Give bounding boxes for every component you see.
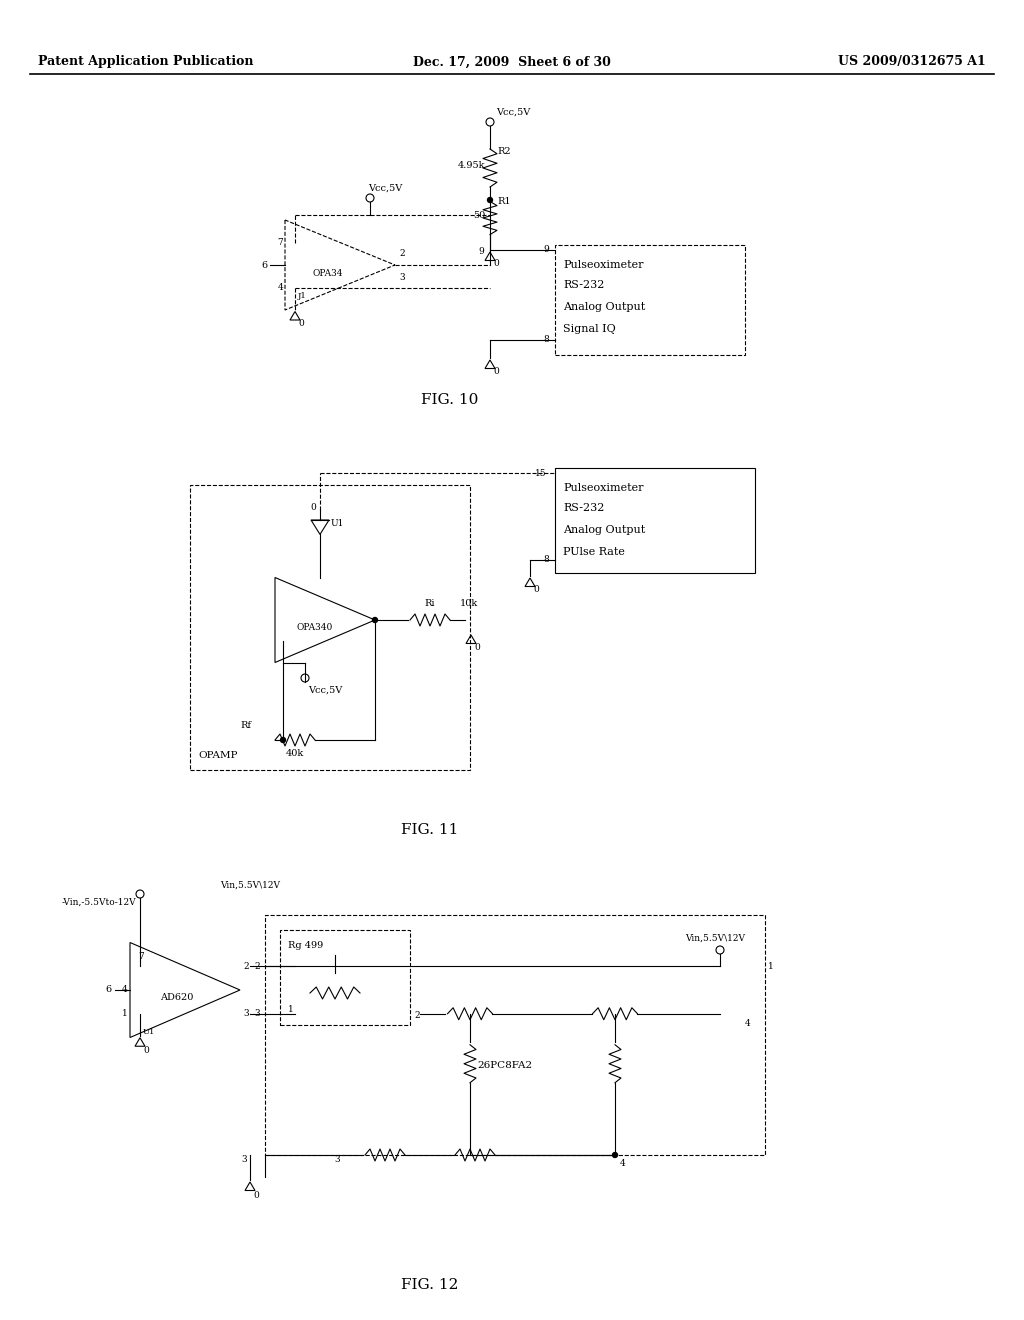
Text: Vcc,5V: Vcc,5V	[308, 685, 342, 694]
Text: OPAMP: OPAMP	[198, 751, 238, 760]
Text: AD620: AD620	[161, 994, 194, 1002]
Text: Patent Application Publication: Patent Application Publication	[38, 55, 254, 69]
Text: OPA340: OPA340	[297, 623, 333, 632]
Text: RS-232: RS-232	[563, 280, 604, 290]
Text: Rg 499: Rg 499	[288, 940, 324, 949]
Circle shape	[487, 198, 493, 202]
Text: Dec. 17, 2009  Sheet 6 of 30: Dec. 17, 2009 Sheet 6 of 30	[413, 55, 611, 69]
Bar	[555, 469, 755, 573]
Text: 0: 0	[298, 319, 304, 327]
Text: Signal IQ: Signal IQ	[563, 323, 615, 334]
Text: 3: 3	[399, 272, 404, 281]
Text: 0: 0	[143, 1047, 148, 1055]
Text: 8: 8	[544, 556, 549, 565]
Text: 1: 1	[122, 1010, 128, 1018]
Text: FIG. 12: FIG. 12	[401, 1278, 459, 1292]
Text: 4: 4	[122, 986, 128, 994]
Text: 4: 4	[278, 282, 283, 292]
Text: PUlse Rate: PUlse Rate	[563, 546, 625, 557]
Text: Vin,5.5V\12V: Vin,5.5V\12V	[220, 880, 280, 890]
Text: 1: 1	[768, 962, 774, 970]
Text: 2: 2	[243, 962, 249, 970]
Text: 6: 6	[105, 986, 112, 994]
Text: Analog Output: Analog Output	[563, 302, 645, 312]
Text: 3: 3	[254, 1010, 260, 1018]
Text: US 2009/0312675 A1: US 2009/0312675 A1	[839, 55, 986, 69]
Text: 9: 9	[544, 246, 549, 255]
Text: 2: 2	[415, 1011, 420, 1020]
Text: Analog Output: Analog Output	[563, 525, 645, 535]
Circle shape	[373, 618, 378, 623]
Text: -Vin,-5.5Vto-12V: -Vin,-5.5Vto-12V	[62, 898, 136, 907]
Text: 3: 3	[242, 1155, 247, 1164]
Text: 4: 4	[620, 1159, 626, 1167]
Text: Vin,5.5V\12V: Vin,5.5V\12V	[685, 933, 745, 942]
Text: U1: U1	[143, 1028, 156, 1036]
Text: 8: 8	[544, 335, 549, 345]
Circle shape	[281, 738, 286, 742]
Text: 4: 4	[745, 1019, 751, 1028]
Bar	[190, 484, 470, 770]
Text: 50: 50	[473, 211, 485, 220]
Text: J1: J1	[298, 292, 307, 300]
Text: Rf: Rf	[240, 722, 251, 730]
Text: Vcc,5V: Vcc,5V	[496, 107, 530, 116]
Text: OPA34: OPA34	[312, 268, 343, 277]
Text: 3: 3	[243, 1010, 249, 1018]
Text: U1: U1	[331, 520, 344, 528]
Text: 0: 0	[474, 643, 480, 652]
Text: 7: 7	[278, 238, 283, 247]
Text: 2: 2	[399, 248, 404, 257]
Text: FIG. 11: FIG. 11	[401, 822, 459, 837]
Text: 0: 0	[534, 586, 539, 594]
Text: 0: 0	[310, 503, 316, 511]
Text: Ri: Ri	[425, 599, 435, 609]
Text: 2: 2	[254, 962, 260, 970]
Text: 4.95k: 4.95k	[458, 161, 485, 169]
Text: R1: R1	[497, 198, 511, 206]
Bar	[265, 915, 765, 1155]
Text: 15: 15	[536, 470, 547, 479]
Text: Pulseoximeter: Pulseoximeter	[563, 260, 643, 271]
Text: FIG. 10: FIG. 10	[421, 393, 478, 407]
Text: 6: 6	[261, 260, 267, 269]
Text: 26PC8FA2: 26PC8FA2	[477, 1060, 532, 1069]
Text: 0: 0	[253, 1191, 259, 1200]
Text: RS-232: RS-232	[563, 503, 604, 513]
Text: 7: 7	[138, 952, 143, 961]
Circle shape	[612, 1152, 617, 1158]
Text: 40k: 40k	[286, 750, 304, 759]
Text: 1: 1	[288, 1006, 294, 1015]
Text: Vcc,5V: Vcc,5V	[368, 183, 402, 193]
Text: 9: 9	[478, 248, 484, 256]
Text: 10k: 10k	[460, 599, 478, 609]
Text: Pulseoximeter: Pulseoximeter	[563, 483, 643, 492]
Text: R2: R2	[497, 148, 511, 157]
Text: 0: 0	[493, 367, 499, 376]
Text: 3: 3	[335, 1155, 340, 1164]
Text: 0: 0	[493, 260, 499, 268]
Bar	[280, 931, 410, 1026]
Bar	[555, 246, 745, 355]
